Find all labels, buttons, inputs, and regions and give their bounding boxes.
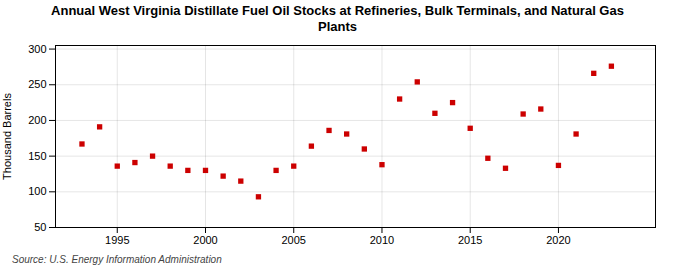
svg-text:200: 200	[28, 114, 46, 126]
svg-text:300: 300	[28, 43, 46, 55]
svg-text:100: 100	[28, 185, 46, 197]
svg-text:50: 50	[34, 221, 46, 233]
svg-text:2020: 2020	[546, 234, 570, 246]
svg-text:150: 150	[28, 150, 46, 162]
svg-text:2005: 2005	[281, 234, 305, 246]
svg-text:1995: 1995	[105, 234, 129, 246]
html-text:Plants: Plants	[318, 19, 357, 34]
svg-text:2010: 2010	[370, 234, 394, 246]
html-text:Annual West Virginia Distillat: Annual West Virginia Distillate Fuel Oil…	[51, 3, 624, 18]
html-text:Source: U.S. Energy Informatio: Source: U.S. Energy Information Administ…	[12, 254, 222, 265]
svg-text:2015: 2015	[458, 234, 482, 246]
svg-text:2000: 2000	[193, 234, 217, 246]
svg-text:Thousand Barrels: Thousand Barrels	[1, 93, 13, 180]
svg-text:250: 250	[28, 78, 46, 90]
